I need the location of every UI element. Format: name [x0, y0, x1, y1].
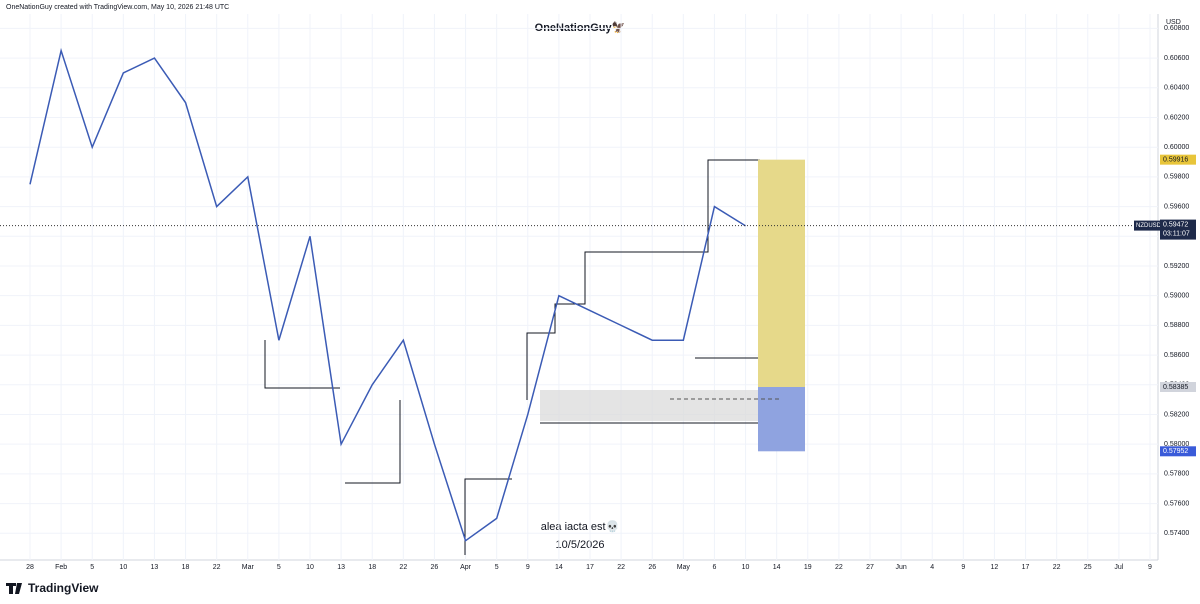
x-tick-label: 14 — [773, 564, 781, 571]
x-tick-label: Jun — [895, 564, 906, 571]
x-tick-label: 22 — [399, 564, 407, 571]
x-tick-label: 13 — [151, 564, 159, 571]
x-tick-label: 4 — [930, 564, 934, 571]
x-tick-label: 17 — [1022, 564, 1030, 571]
y-tick-label: 0.59600 — [1164, 203, 1189, 210]
x-tick-label: Mar — [242, 564, 255, 571]
target-zone — [758, 159, 805, 388]
entry-label: 0.58385 — [1163, 384, 1188, 391]
x-tick-label: 9 — [961, 564, 965, 571]
target-label: 0.59916 — [1163, 157, 1188, 164]
x-tick-label: 22 — [617, 564, 625, 571]
x-tick-label: 26 — [648, 564, 656, 571]
zone-line — [264, 340, 340, 389]
stop-tag — [1160, 446, 1196, 457]
stop-label: 0.57952 — [1163, 448, 1188, 455]
y-tick-label: 0.59200 — [1164, 263, 1189, 270]
x-tick-label: 18 — [182, 564, 190, 571]
y-tick-label: 0.60600 — [1164, 55, 1189, 62]
symbol-label: NZDUSD — [1136, 223, 1162, 229]
y-tick-label: 0.58200 — [1164, 411, 1189, 418]
x-tick-label: 25 — [1084, 564, 1092, 571]
x-tick-label: 22 — [213, 564, 221, 571]
y-tick-label: 0.57400 — [1164, 530, 1189, 537]
zone-line — [345, 400, 401, 484]
x-tick-label: 22 — [835, 564, 843, 571]
y-tick-label: 0.60800 — [1164, 25, 1189, 32]
x-tick-label: 5 — [495, 564, 499, 571]
x-tick-label: 28 — [26, 564, 34, 571]
order-block — [540, 390, 770, 421]
x-tick-label: 19 — [804, 564, 812, 571]
date-note: 10/5/2026 — [556, 539, 605, 551]
y-tick-label: 0.57600 — [1164, 500, 1189, 507]
x-tick-label: 6 — [712, 564, 716, 571]
x-tick-label: 5 — [90, 564, 94, 571]
symbol-tag — [1134, 220, 1160, 231]
zone-line — [464, 478, 512, 555]
x-tick-label: 12 — [991, 564, 999, 571]
x-tick-label: 27 — [866, 564, 874, 571]
x-tick-label: 13 — [337, 564, 345, 571]
y-tick-label: 0.58000 — [1164, 441, 1189, 448]
x-tick-label: 17 — [586, 564, 594, 571]
y-tick-label: 0.60200 — [1164, 114, 1189, 121]
header: OneNationGuy created with TradingView.co… — [6, 4, 229, 11]
price-line — [29, 47, 746, 542]
y-tick-label: 0.57800 — [1164, 471, 1189, 478]
entry-tag — [1160, 382, 1196, 393]
y-tick-label: 0.59000 — [1164, 293, 1189, 300]
zone-line — [526, 159, 760, 400]
currency: USD — [1166, 19, 1181, 26]
y-tick-label: 0.59800 — [1164, 174, 1189, 181]
x-tick-label: Feb — [55, 564, 67, 571]
x-tick-label: 9 — [1148, 564, 1152, 571]
chart-title: OneNationGuy🦅 — [535, 20, 626, 34]
countdown: 03:11:07 — [1163, 230, 1190, 237]
x-tick-label: Apr — [460, 564, 472, 571]
brand-logo — [6, 583, 22, 594]
x-tick-label: Jul — [1114, 564, 1123, 571]
y-tick-label: 0.60000 — [1164, 144, 1189, 151]
brand: TradingView — [28, 581, 99, 595]
x-tick-label: 18 — [368, 564, 376, 571]
x-tick-label: 10 — [119, 564, 127, 571]
x-tick-label: May — [677, 564, 691, 571]
annotation: alea iacta est💀 — [541, 520, 620, 533]
x-tick-label: 26 — [431, 564, 439, 571]
stop-zone — [758, 387, 805, 452]
y-tick-label: 0.58800 — [1164, 322, 1189, 329]
last-price-label: 0.59472 — [1163, 221, 1188, 228]
x-tick-label: 5 — [277, 564, 281, 571]
price-tag — [1160, 219, 1196, 240]
y-tick-label: 0.60400 — [1164, 85, 1189, 92]
target-tag — [1160, 154, 1196, 165]
x-tick-label: 9 — [526, 564, 530, 571]
zones — [264, 159, 760, 555]
x-tick-label: 10 — [742, 564, 750, 571]
x-tick-label: 22 — [1053, 564, 1061, 571]
x-tick-label: 14 — [555, 564, 563, 571]
y-tick-label: 0.58600 — [1164, 352, 1189, 359]
x-tick-label: 10 — [306, 564, 314, 571]
